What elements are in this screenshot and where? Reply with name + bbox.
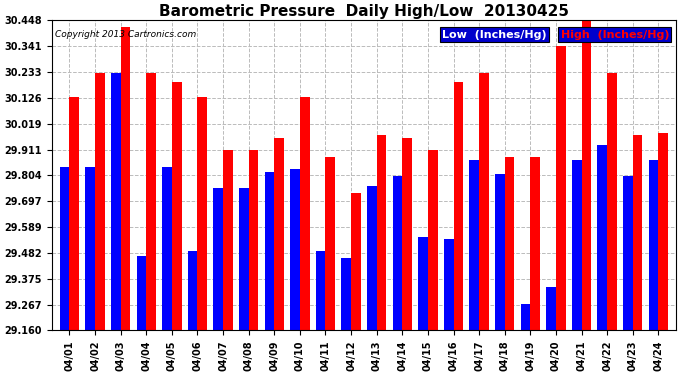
Bar bbox=[70, 97, 79, 330]
Bar bbox=[649, 159, 658, 330]
Bar bbox=[351, 193, 361, 330]
Bar bbox=[300, 97, 310, 330]
Bar bbox=[444, 239, 453, 330]
Bar bbox=[326, 157, 335, 330]
Bar bbox=[316, 251, 326, 330]
Bar bbox=[248, 150, 258, 330]
Bar bbox=[402, 138, 412, 330]
Bar bbox=[531, 157, 540, 330]
Bar bbox=[418, 237, 428, 330]
Bar bbox=[453, 82, 463, 330]
Bar bbox=[556, 46, 566, 330]
Bar bbox=[607, 73, 617, 330]
Bar bbox=[479, 73, 489, 330]
Bar bbox=[95, 73, 105, 330]
Bar bbox=[633, 135, 642, 330]
Bar bbox=[469, 159, 479, 330]
Bar bbox=[188, 251, 197, 330]
Bar bbox=[162, 167, 172, 330]
Bar bbox=[121, 27, 130, 330]
Bar bbox=[172, 82, 181, 330]
Bar bbox=[520, 304, 531, 330]
Bar bbox=[658, 133, 668, 330]
Bar bbox=[290, 169, 300, 330]
Bar bbox=[60, 167, 70, 330]
Bar bbox=[572, 159, 582, 330]
Bar bbox=[428, 150, 437, 330]
Bar bbox=[213, 188, 223, 330]
Bar bbox=[197, 97, 207, 330]
Bar bbox=[274, 138, 284, 330]
Bar bbox=[146, 73, 156, 330]
Bar bbox=[137, 256, 146, 330]
Bar bbox=[111, 73, 121, 330]
Bar bbox=[393, 176, 402, 330]
Bar bbox=[239, 188, 248, 330]
Title: Barometric Pressure  Daily High/Low  20130425: Barometric Pressure Daily High/Low 20130… bbox=[159, 4, 569, 19]
Bar bbox=[504, 157, 515, 330]
Bar bbox=[623, 176, 633, 330]
Text: High  (Inches/Hg): High (Inches/Hg) bbox=[561, 30, 669, 40]
Bar bbox=[546, 287, 556, 330]
Bar bbox=[223, 150, 233, 330]
Bar bbox=[367, 186, 377, 330]
Bar bbox=[495, 174, 504, 330]
Bar bbox=[342, 258, 351, 330]
Bar bbox=[264, 171, 274, 330]
Bar bbox=[86, 167, 95, 330]
Text: Low  (Inches/Hg): Low (Inches/Hg) bbox=[442, 30, 546, 40]
Bar bbox=[598, 145, 607, 330]
Bar bbox=[582, 20, 591, 330]
Text: Copyright 2013 Cartronics.com: Copyright 2013 Cartronics.com bbox=[55, 30, 196, 39]
Bar bbox=[377, 135, 386, 330]
